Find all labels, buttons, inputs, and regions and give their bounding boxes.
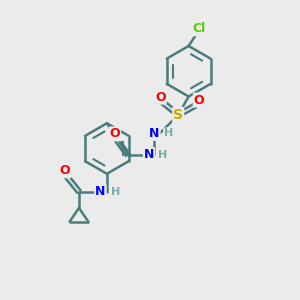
Text: H: H [111, 187, 120, 196]
Text: O: O [110, 128, 120, 140]
Text: Cl: Cl [192, 22, 206, 35]
Text: O: O [194, 94, 204, 106]
Text: O: O [60, 164, 70, 177]
Text: S: S [173, 108, 183, 122]
Text: H: H [164, 128, 173, 138]
Text: N: N [144, 148, 154, 161]
Text: H: H [158, 150, 167, 160]
Text: N: N [95, 185, 106, 198]
Text: O: O [155, 91, 166, 103]
Text: N: N [149, 127, 160, 140]
